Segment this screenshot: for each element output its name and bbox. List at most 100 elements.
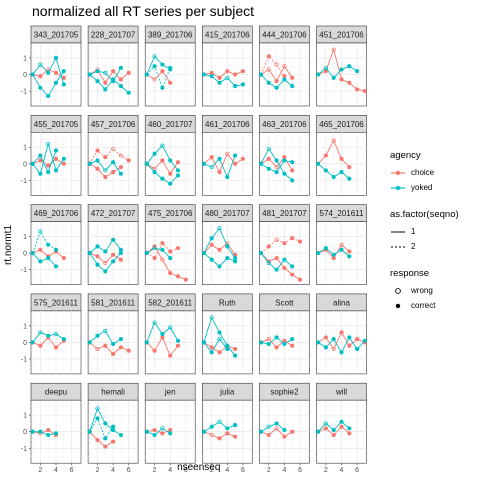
- facet-panel: 415_201706: [201, 25, 253, 107]
- legend-label-choice: choice: [411, 168, 435, 177]
- point-wrong: [95, 406, 100, 411]
- point-correct: [290, 160, 295, 165]
- point-correct: [53, 148, 59, 153]
- point-wrong: [225, 75, 230, 80]
- point-correct: [118, 84, 123, 89]
- legend-item-seqno-2: 2: [390, 239, 480, 254]
- point-correct: [274, 256, 279, 261]
- point-correct: [95, 416, 100, 421]
- point-correct: [266, 166, 271, 171]
- point-correct: [233, 72, 238, 77]
- point-correct: [152, 348, 157, 353]
- point-correct: [274, 267, 279, 272]
- facet-strip-label: 228_201707: [91, 31, 136, 40]
- x-tick-label: 2: [267, 467, 271, 474]
- point-correct: [111, 351, 116, 357]
- y-tick-label: 1: [23, 234, 27, 241]
- point-correct: [233, 84, 238, 89]
- facet-panel: sophie2 2 4 6: [258, 382, 310, 474]
- point-correct: [331, 427, 336, 433]
- point-wrong: [160, 143, 165, 148]
- point-correct: [217, 436, 222, 441]
- point-correct: [217, 350, 222, 355]
- point-wrong: [152, 54, 157, 59]
- point-correct: [290, 178, 295, 183]
- point-wrong: [266, 260, 271, 266]
- point-correct: [323, 246, 328, 251]
- point-correct: [282, 155, 287, 160]
- point-correct: [282, 265, 287, 271]
- point-correct: [233, 353, 238, 358]
- facet-panel: jen 2 4 6: [144, 382, 196, 474]
- legend-key-yoked: [391, 185, 405, 190]
- point-correct: [217, 170, 222, 175]
- point-wrong: [323, 421, 328, 426]
- point-correct: [160, 85, 165, 90]
- point-correct: [118, 257, 123, 262]
- point-correct: [209, 345, 214, 350]
- point-correct: [118, 345, 123, 350]
- point-correct: [46, 256, 51, 261]
- point-correct: [95, 158, 100, 163]
- point-correct: [111, 427, 116, 433]
- point-correct: [46, 70, 51, 75]
- point-correct: [53, 247, 59, 252]
- point-correct: [175, 274, 181, 279]
- facet-panel: julia 2 4 6: [201, 382, 253, 474]
- point-correct: [103, 269, 108, 274]
- point-correct: [168, 171, 173, 176]
- y-tick-label: -1: [21, 356, 27, 363]
- point-correct: [355, 87, 360, 92]
- legend-key-solid: [391, 231, 405, 232]
- x-tick-label: 4: [168, 467, 172, 474]
- point-wrong: [225, 151, 230, 156]
- point-correct: [38, 247, 43, 252]
- point-correct: [152, 170, 157, 175]
- point-correct: [282, 338, 287, 343]
- point-correct: [331, 252, 336, 257]
- series-line: [32, 230, 57, 254]
- point-wrong: [38, 229, 43, 234]
- point-correct: [168, 353, 173, 358]
- point-correct: [316, 429, 321, 434]
- x-tick-label: 6: [355, 467, 359, 474]
- point-correct: [87, 429, 92, 434]
- point-correct: [95, 254, 100, 259]
- point-correct: [282, 257, 287, 262]
- point-correct: [355, 69, 360, 74]
- point-correct: [297, 277, 303, 282]
- point-correct: [30, 161, 35, 166]
- point-wrong: [274, 426, 279, 431]
- facet-strip-label: 481_201707: [262, 209, 307, 218]
- point-correct: [118, 247, 123, 252]
- series-line: [89, 417, 114, 440]
- point-correct: [103, 155, 108, 160]
- point-wrong: [168, 325, 173, 330]
- point-correct: [38, 85, 43, 90]
- point-correct: [274, 85, 279, 90]
- series-line: [89, 159, 122, 174]
- point-correct: [266, 342, 271, 347]
- x-tick-label: 2: [96, 467, 100, 474]
- facet-panel: 451_201706: [316, 25, 367, 107]
- point-correct: [61, 156, 66, 161]
- series-line: [203, 338, 228, 354]
- legend: agency choice yoked as.factor(seqno) 1 2…: [390, 150, 480, 327]
- facet-strip-label: 582_201611: [148, 298, 192, 307]
- point-correct: [144, 251, 149, 256]
- point-correct: [339, 350, 344, 355]
- point-correct: [160, 69, 165, 74]
- point-correct: [152, 64, 157, 69]
- series-line: [89, 330, 122, 345]
- point-wrong: [331, 47, 336, 52]
- point-correct: [209, 257, 214, 262]
- facet-panel: 481_201707: [258, 204, 310, 285]
- point-correct: [183, 277, 188, 282]
- point-correct: [168, 270, 173, 276]
- point-wrong: [266, 424, 271, 429]
- point-correct: [233, 423, 238, 428]
- point-correct: [95, 262, 100, 267]
- point-correct: [225, 431, 230, 436]
- point-correct: [347, 343, 352, 348]
